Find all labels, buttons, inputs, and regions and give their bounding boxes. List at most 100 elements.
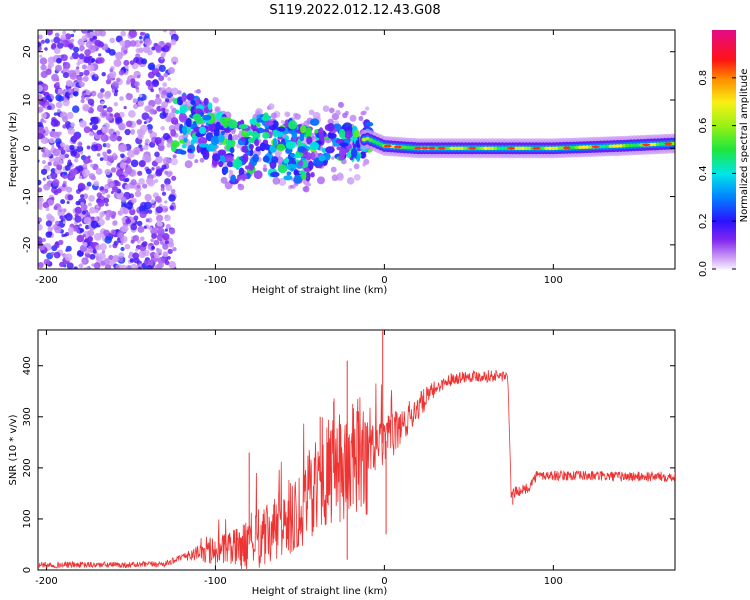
- noise-blob: [94, 217, 99, 221]
- noise-blob: [118, 252, 125, 259]
- noise-blob: [155, 93, 160, 99]
- noise-blob: [137, 266, 143, 269]
- band-core: [476, 146, 482, 151]
- noise-blob: [110, 229, 117, 236]
- halo-blob: [289, 184, 294, 189]
- halo-blob: [365, 106, 370, 111]
- bottom-xtick-label: -200: [35, 576, 58, 587]
- colorbar-swatch: [712, 189, 736, 192]
- noise-blob: [104, 90, 112, 98]
- signal-blob: [182, 125, 188, 136]
- noise-blob: [90, 144, 99, 152]
- noise-blob: [78, 142, 83, 146]
- noise-blob: [162, 30, 168, 33]
- noise-blob: [40, 64, 47, 71]
- colorbar-swatch: [712, 35, 736, 39]
- signal-blob: [224, 117, 232, 122]
- noise-blob: [130, 179, 137, 186]
- bottom-ytick-label: 300: [22, 407, 33, 426]
- band-core: [527, 146, 533, 151]
- noise-blob: [108, 48, 116, 56]
- noise-blob: [154, 151, 160, 158]
- signal-blob: [265, 120, 274, 127]
- band-core: [554, 146, 560, 150]
- band-core: [584, 145, 590, 149]
- signal-blob: [202, 114, 212, 121]
- signal-blob: [251, 130, 259, 139]
- noise-blob: [147, 62, 156, 71]
- noise-blob: [155, 44, 162, 52]
- noise-blob: [164, 240, 169, 245]
- noise-blob: [120, 153, 125, 159]
- colorbar-swatch: [712, 267, 736, 270]
- colorbar-swatch: [712, 139, 736, 143]
- noise-blob: [40, 168, 48, 175]
- noise-blob: [104, 236, 112, 244]
- noise-blob: [125, 218, 132, 224]
- noise-blob: [154, 195, 162, 203]
- noise-blob: [53, 205, 58, 211]
- noise-blob: [38, 34, 43, 40]
- halo-blob: [362, 110, 367, 116]
- noise-blob: [50, 39, 54, 43]
- colorbar-tick-label: 0.2: [698, 213, 709, 229]
- band-core: [446, 146, 451, 151]
- signal-blob: [181, 93, 187, 102]
- signal-blob: [202, 149, 210, 160]
- noise-blob: [68, 174, 75, 181]
- noise-blob: [40, 118, 45, 123]
- snr-line-group: [38, 330, 675, 570]
- noise-blob: [84, 49, 91, 56]
- noise-blob: [56, 42, 64, 49]
- top-ytick-label: -10: [22, 188, 33, 204]
- colorbar-label: Normalized spectral amplitude: [739, 69, 750, 223]
- noise-blob: [66, 200, 70, 205]
- signal-blob: [318, 154, 326, 162]
- top-xtick-label: 0: [381, 275, 387, 286]
- noise-blob: [82, 234, 86, 238]
- noise-blob: [82, 193, 89, 200]
- signal-blob: [285, 141, 296, 150]
- noise-blob: [168, 241, 175, 248]
- noise-blob: [108, 254, 114, 261]
- noise-blob: [96, 152, 101, 157]
- noise-blob: [130, 263, 138, 269]
- noise-blob: [53, 112, 58, 116]
- colorbar-swatch: [712, 181, 736, 184]
- band-core: [483, 146, 489, 151]
- signal-blob: [186, 93, 195, 101]
- signal-blob: [179, 150, 187, 155]
- noise-blob: [82, 163, 88, 168]
- band-core: [547, 146, 553, 151]
- noise-blob: [56, 111, 61, 116]
- noise-blob: [130, 131, 135, 135]
- colorbar-swatch: [712, 223, 736, 226]
- noise-blob: [164, 200, 168, 204]
- colorbar-swatch: [712, 137, 736, 141]
- band-peak: [468, 146, 477, 150]
- noise-blob: [167, 66, 175, 75]
- signal-blob: [305, 152, 312, 161]
- noise-blob: [165, 87, 172, 94]
- noise-blob: [45, 207, 50, 212]
- noise-blob: [169, 228, 176, 235]
- signal-blob: [185, 117, 192, 128]
- noise-blob: [106, 194, 111, 199]
- colorbar-swatch: [712, 205, 736, 208]
- noise-blob: [79, 194, 85, 199]
- noise-blob: [95, 168, 103, 175]
- signal-blob: [271, 156, 279, 164]
- noise-blob: [85, 40, 93, 48]
- halo-blob: [270, 112, 277, 119]
- band-peak: [664, 142, 673, 146]
- noise-blob: [67, 159, 72, 164]
- noise-blob: [62, 220, 67, 224]
- noise-blob: [120, 246, 125, 252]
- bottom-ylabel: SNR (10 * v/v): [8, 414, 19, 485]
- signal-blob: [195, 117, 204, 125]
- noise-blob: [136, 119, 142, 125]
- bottom-xtick-label: -100: [204, 576, 227, 587]
- noise-blob: [125, 120, 133, 128]
- noise-blob: [80, 201, 85, 206]
